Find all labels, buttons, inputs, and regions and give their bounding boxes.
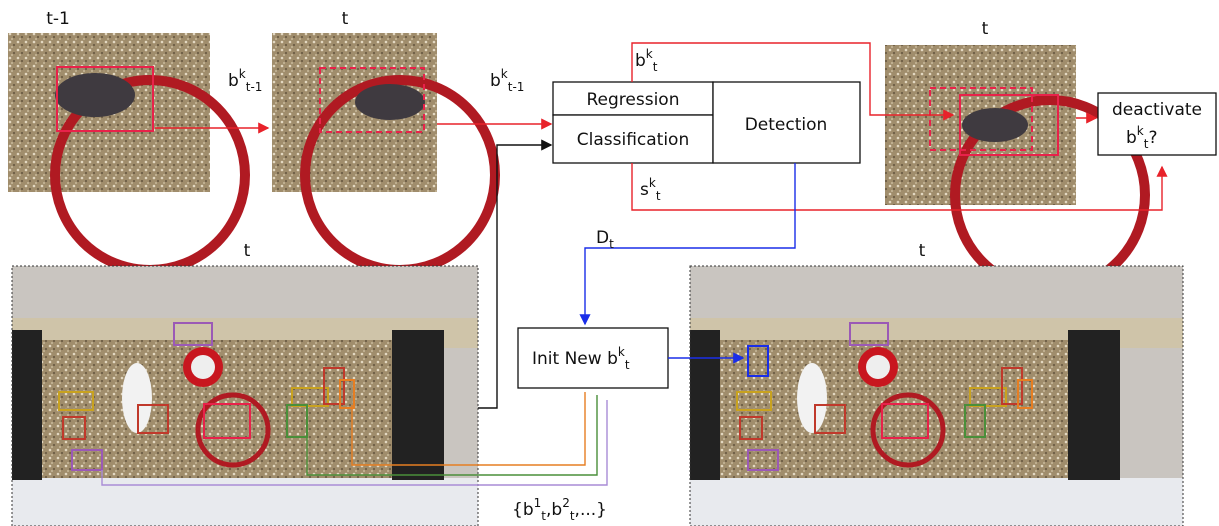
subscript: t <box>625 358 630 372</box>
symbol: b <box>228 71 239 91</box>
superscript: k <box>646 47 653 61</box>
symbol: b <box>1126 128 1137 148</box>
symbol: b <box>490 71 501 91</box>
superscript: k <box>618 345 625 359</box>
frame-bottom-left <box>12 266 478 526</box>
subscript: t <box>656 189 661 203</box>
box-label: bkt-1​ <box>228 67 262 94</box>
frame-bottom-right <box>690 266 1183 526</box>
frame-prev <box>8 33 245 270</box>
subscript: t <box>653 60 658 74</box>
symbol: b <box>607 349 618 369</box>
text: ,...} <box>575 500 607 520</box>
symbol: b <box>635 51 646 71</box>
node-label: Classification <box>577 130 689 150</box>
node-label: Detection <box>745 115 828 135</box>
diagram: t-1 t t t t Regression Classification De… <box>0 0 1219 526</box>
frame-curr <box>272 33 495 270</box>
frame-title: t <box>982 19 989 39</box>
frame-title: t-1 <box>46 9 70 29</box>
subscript: t-1 <box>508 80 525 94</box>
frame-title: t <box>244 241 251 261</box>
node-label: Regression <box>587 90 680 110</box>
superscript: k <box>1137 124 1144 138</box>
text: { <box>512 500 523 520</box>
track-set: {b1t​,b2t​,...} <box>512 496 607 523</box>
box-label: bkt​ <box>635 47 658 74</box>
box-label: bkt-1​ <box>490 67 524 94</box>
frame-title: t <box>919 241 926 261</box>
text: ? <box>1148 128 1157 148</box>
superscript: 1 <box>534 496 542 510</box>
superscript: k <box>239 67 246 81</box>
symbol: s <box>640 180 649 200</box>
symbol: D <box>596 228 609 248</box>
frame-title: t <box>342 9 349 29</box>
text: Init New <box>532 349 602 369</box>
detection-label: Dt​ <box>596 228 614 251</box>
node-label: deactivate <box>1112 100 1202 120</box>
superscript: k <box>501 67 508 81</box>
superscript: 2 <box>562 496 570 510</box>
score-label: skt​ <box>640 176 661 203</box>
superscript: k <box>649 176 656 190</box>
subscript: t-1 <box>246 80 263 94</box>
symbol: b <box>523 500 534 520</box>
node-label: Init New bkt​ <box>532 345 630 372</box>
subscript: t <box>609 237 614 251</box>
page: { "frames": {"top_prev": "t-1", "top_cur… <box>0 0 1219 526</box>
symbol: b <box>551 500 562 520</box>
